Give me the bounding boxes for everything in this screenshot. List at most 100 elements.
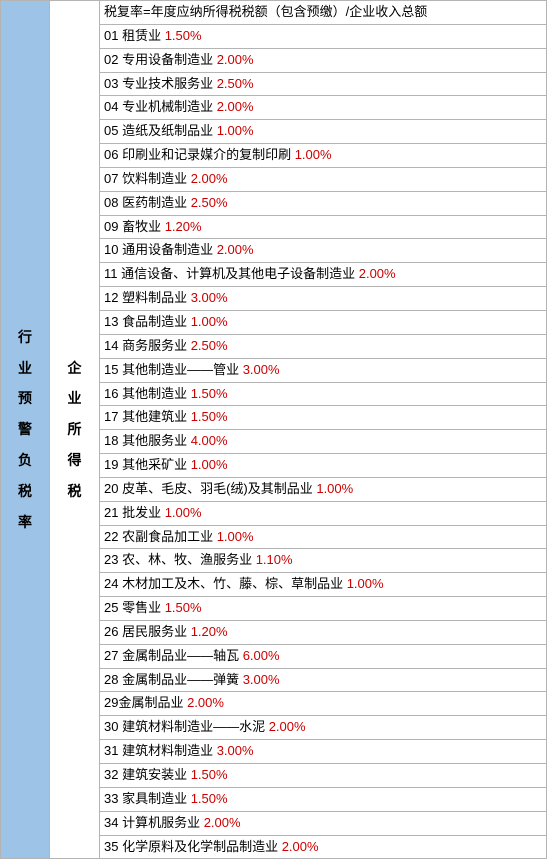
mid-header-col: 企业所得税 [50, 0, 100, 859]
table-row: 17 其他建筑业 1.50% [100, 405, 547, 429]
row-label: 33 家具制造业 [104, 791, 191, 806]
row-label: 02 专用设备制造业 [104, 52, 217, 67]
table-row: 30 建筑材料制造业——水泥 2.00% [100, 715, 547, 739]
table-row: 25 零售业 1.50% [100, 596, 547, 620]
row-label: 04 专业机械制造业 [104, 99, 217, 114]
row-rate: 2.50% [191, 195, 228, 210]
row-rate: 2.00% [217, 52, 254, 67]
row-rate: 2.00% [204, 815, 241, 830]
row-rate: 1.00% [191, 314, 228, 329]
row-rate: 3.00% [243, 362, 280, 377]
row-label: 34 计算机服务业 [104, 815, 204, 830]
row-label: 22 农副食品加工业 [104, 529, 217, 544]
row-rate: 2.00% [282, 839, 319, 854]
table-row: 35 化学原料及化学制品制造业 2.00% [100, 835, 547, 859]
row-rate: 1.00% [347, 576, 384, 591]
row-label: 28 金属制品业——弹簧 [104, 672, 243, 687]
table-row: 04 专业机械制造业 2.00% [100, 95, 547, 119]
row-label: 35 化学原料及化学制品制造业 [104, 839, 282, 854]
row-rate: 2.50% [217, 76, 254, 91]
table-row: 14 商务服务业 2.50% [100, 334, 547, 358]
rows-container: 税复率=年度应纳所得税税额（包含预缴）/企业收入总额 01 租赁业 1.50%0… [100, 0, 547, 859]
table-row: 34 计算机服务业 2.00% [100, 811, 547, 835]
row-rate: 1.50% [165, 28, 202, 43]
row-label: 26 居民服务业 [104, 624, 191, 639]
table-row: 18 其他服务业 4.00% [100, 429, 547, 453]
row-rate: 3.00% [217, 743, 254, 758]
row-rate: 1.00% [295, 147, 332, 162]
row-label: 21 批发业 [104, 505, 165, 520]
row-rate: 1.50% [165, 600, 202, 615]
table-row: 13 食品制造业 1.00% [100, 310, 547, 334]
row-label: 31 建筑材料制造业 [104, 743, 217, 758]
tax-rate-table: 行业预警负税率 企业所得税 税复率=年度应纳所得税税额（包含预缴）/企业收入总额… [0, 0, 547, 859]
row-label: 27 金属制品业——轴瓦 [104, 648, 243, 663]
table-row: 02 专用设备制造业 2.00% [100, 48, 547, 72]
row-label: 05 造纸及纸制品业 [104, 123, 217, 138]
row-label: 12 塑料制品业 [104, 290, 191, 305]
row-rate: 4.00% [191, 433, 228, 448]
row-rate: 2.00% [191, 171, 228, 186]
row-rate: 2.00% [359, 266, 396, 281]
table-row: 03 专业技术服务业 2.50% [100, 72, 547, 96]
row-rate: 1.00% [217, 529, 254, 544]
table-row: 22 农副食品加工业 1.00% [100, 525, 547, 549]
row-label: 23 农、林、牧、渔服务业 [104, 552, 256, 567]
row-label: 09 畜牧业 [104, 219, 165, 234]
row-rate: 1.00% [316, 481, 353, 496]
table-row: 11 通信设备、计算机及其他电子设备制造业 2.00% [100, 262, 547, 286]
table-row: 06 印刷业和记录媒介的复制印刷 1.00% [100, 143, 547, 167]
table-row: 23 农、林、牧、渔服务业 1.10% [100, 548, 547, 572]
left-header-col: 行业预警负税率 [0, 0, 50, 859]
row-label: 06 印刷业和记录媒介的复制印刷 [104, 147, 295, 162]
table-row: 27 金属制品业——轴瓦 6.00% [100, 644, 547, 668]
table-row: 05 造纸及纸制品业 1.00% [100, 119, 547, 143]
row-rate: 2.50% [191, 338, 228, 353]
table-row: 29金属制品业 2.00% [100, 691, 547, 715]
table-row: 26 居民服务业 1.20% [100, 620, 547, 644]
table-row: 28 金属制品业——弹簧 3.00% [100, 668, 547, 692]
row-rate: 1.00% [165, 505, 202, 520]
table-row: 15 其他制造业——管业 3.00% [100, 358, 547, 382]
row-rate: 1.50% [191, 767, 228, 782]
row-label: 24 木材加工及木、竹、藤、棕、草制品业 [104, 576, 347, 591]
row-label: 14 商务服务业 [104, 338, 191, 353]
table-row: 08 医药制造业 2.50% [100, 191, 547, 215]
row-rate: 3.00% [191, 290, 228, 305]
row-label: 16 其他制造业 [104, 386, 191, 401]
row-rate: 1.20% [165, 219, 202, 234]
formula-cell: 税复率=年度应纳所得税税额（包含预缴）/企业收入总额 [100, 0, 547, 24]
row-rate: 1.00% [191, 457, 228, 472]
row-label: 17 其他建筑业 [104, 409, 191, 424]
table-row: 12 塑料制品业 3.00% [100, 286, 547, 310]
row-label: 08 医药制造业 [104, 195, 191, 210]
row-rate: 3.00% [243, 672, 280, 687]
table-row: 16 其他制造业 1.50% [100, 382, 547, 406]
row-label: 29金属制品业 [104, 695, 187, 710]
row-rate: 2.00% [217, 99, 254, 114]
row-label: 15 其他制造业——管业 [104, 362, 243, 377]
table-row: 31 建筑材料制造业 3.00% [100, 739, 547, 763]
table-row: 07 饮料制造业 2.00% [100, 167, 547, 191]
row-label: 18 其他服务业 [104, 433, 191, 448]
row-label: 13 食品制造业 [104, 314, 191, 329]
row-rate: 1.50% [191, 386, 228, 401]
row-label: 19 其他采矿业 [104, 457, 191, 472]
table-row: 32 建筑安装业 1.50% [100, 763, 547, 787]
table-row: 20 皮革、毛皮、羽毛(绒)及其制品业 1.00% [100, 477, 547, 501]
table-row: 01 租赁业 1.50% [100, 24, 547, 48]
row-rate: 2.00% [217, 242, 254, 257]
table-row: 33 家具制造业 1.50% [100, 787, 547, 811]
mid-header-label: 企业所得税 [68, 353, 82, 507]
row-label: 30 建筑材料制造业——水泥 [104, 719, 269, 734]
row-rate: 2.00% [187, 695, 224, 710]
table-row: 21 批发业 1.00% [100, 501, 547, 525]
row-label: 01 租赁业 [104, 28, 165, 43]
row-label: 07 饮料制造业 [104, 171, 191, 186]
row-rate: 1.10% [256, 552, 293, 567]
left-header-label: 行业预警负税率 [18, 322, 32, 538]
row-rate: 2.00% [269, 719, 306, 734]
table-row: 09 畜牧业 1.20% [100, 215, 547, 239]
row-label: 25 零售业 [104, 600, 165, 615]
row-label: 20 皮革、毛皮、羽毛(绒)及其制品业 [104, 481, 316, 496]
